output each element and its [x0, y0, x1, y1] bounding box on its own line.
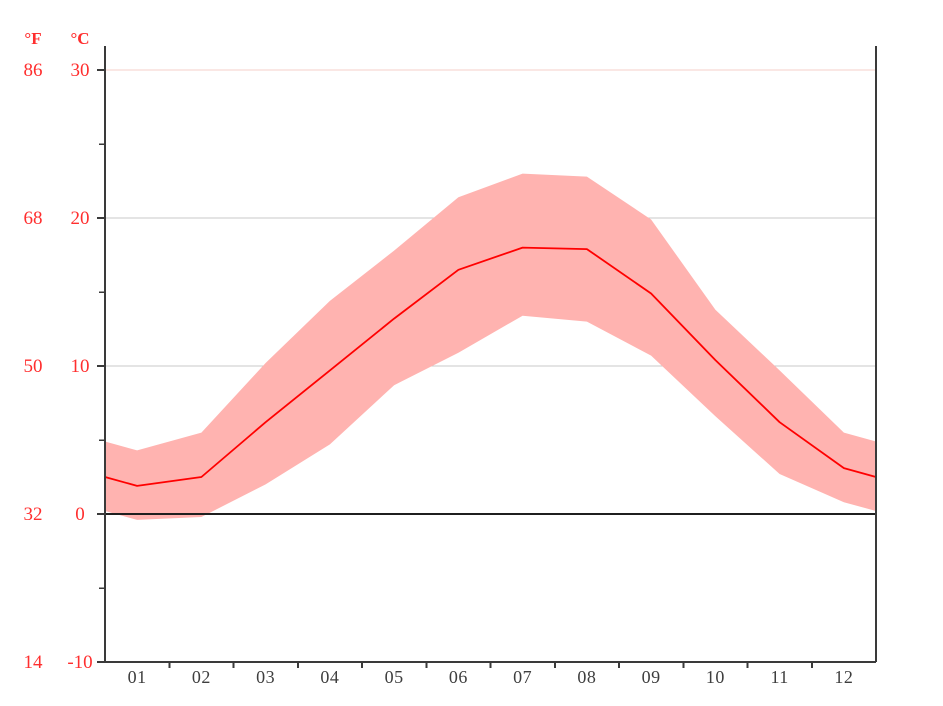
fahrenheit-label-50: 50 — [24, 356, 43, 377]
month-label-09: 09 — [642, 667, 661, 687]
month-label-04: 04 — [320, 667, 339, 687]
month-label-01: 01 — [128, 667, 147, 687]
month-label-03: 03 — [256, 667, 275, 687]
celsius-label-20: 20 — [71, 208, 90, 229]
unit-fahrenheit-label: °F — [24, 29, 41, 48]
month-label-05: 05 — [385, 667, 404, 687]
fahrenheit-label-14: 14 — [24, 652, 44, 673]
month-label-02: 02 — [192, 667, 211, 687]
unit-celsius-label: °C — [70, 29, 89, 48]
fahrenheit-label-68: 68 — [24, 208, 43, 229]
month-label-07: 07 — [513, 667, 532, 687]
celsius-label-0: 0 — [75, 504, 85, 525]
temperature-range-band — [105, 173, 876, 520]
month-label-11: 11 — [770, 667, 788, 687]
month-label-06: 06 — [449, 667, 468, 687]
celsius-label-10: 10 — [71, 356, 90, 377]
fahrenheit-label-86: 86 — [24, 60, 43, 81]
month-label-12: 12 — [834, 667, 853, 687]
fahrenheit-label-32: 32 — [24, 504, 43, 525]
mean-temperature-line — [104, 246, 877, 487]
month-label-08: 08 — [577, 667, 596, 687]
celsius-label-30: 30 — [71, 60, 90, 81]
month-label-10: 10 — [706, 667, 725, 687]
celsius-label--10: -10 — [67, 652, 92, 673]
